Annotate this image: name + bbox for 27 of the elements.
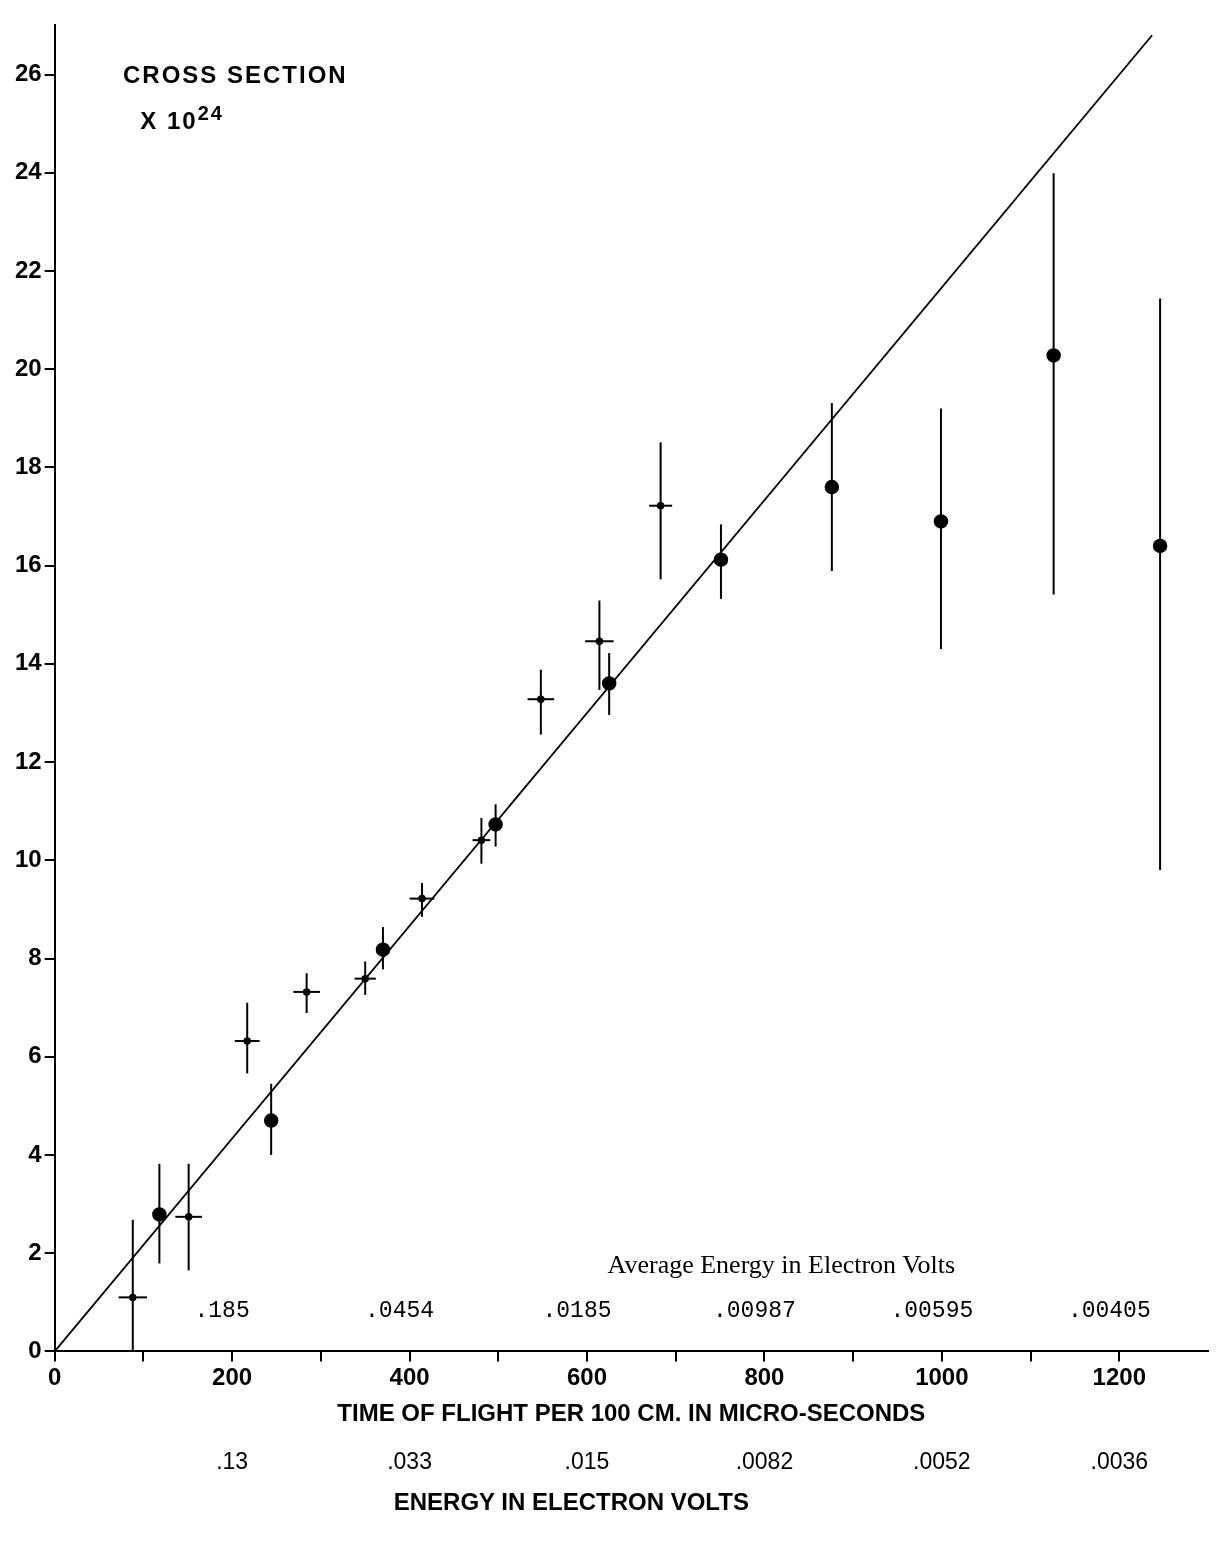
x-axis-title: TIME OF FLIGHT PER 100 CM. IN MICRO-SECONDS (337, 1399, 926, 1427)
y-tick-label: 20 (14, 353, 42, 381)
text: .13 .033 .015 .0082 .0052 .0036 (216, 1448, 1149, 1475)
y-tick-label: 22 (14, 255, 42, 283)
x-tick-label: 400 (389, 1363, 430, 1391)
x-tick-label: 1000 (915, 1363, 969, 1391)
y-tick-label: 16 (14, 550, 42, 578)
text: ENERGY IN ELECTRON VOLTS (393, 1487, 749, 1515)
annotation: Average Energy in Electron Volts (607, 1250, 956, 1280)
y-tick-label: 24 (14, 157, 43, 185)
y-tick-label: 6 (28, 1041, 42, 1069)
y-tick-label: 0 (28, 1336, 42, 1364)
x-tick-label: 800 (744, 1363, 785, 1391)
y-tick-label: 2 (28, 1237, 42, 1265)
y-tick-label: 26 (14, 59, 42, 87)
text: .185 .0454 .0185 .00987 .00595 .00405 (194, 1298, 1151, 1325)
y-tick-label: 12 (14, 746, 42, 774)
x-tick-label: 600 (566, 1363, 608, 1391)
x-tick-label: 0 (48, 1363, 62, 1391)
y-tick-label: 10 (14, 844, 42, 872)
y-tick-label: 18 (14, 452, 42, 480)
y-axis-title: CROSS SECTION X 10$^{24}$ (123, 60, 349, 136)
y-tick-label: 4 (28, 1139, 43, 1167)
y-tick-label: 14 (14, 648, 43, 676)
x-tick-label: 200 (212, 1363, 253, 1391)
y-tick-label: 8 (28, 943, 42, 971)
x-tick-label: 1200 (1092, 1363, 1146, 1391)
